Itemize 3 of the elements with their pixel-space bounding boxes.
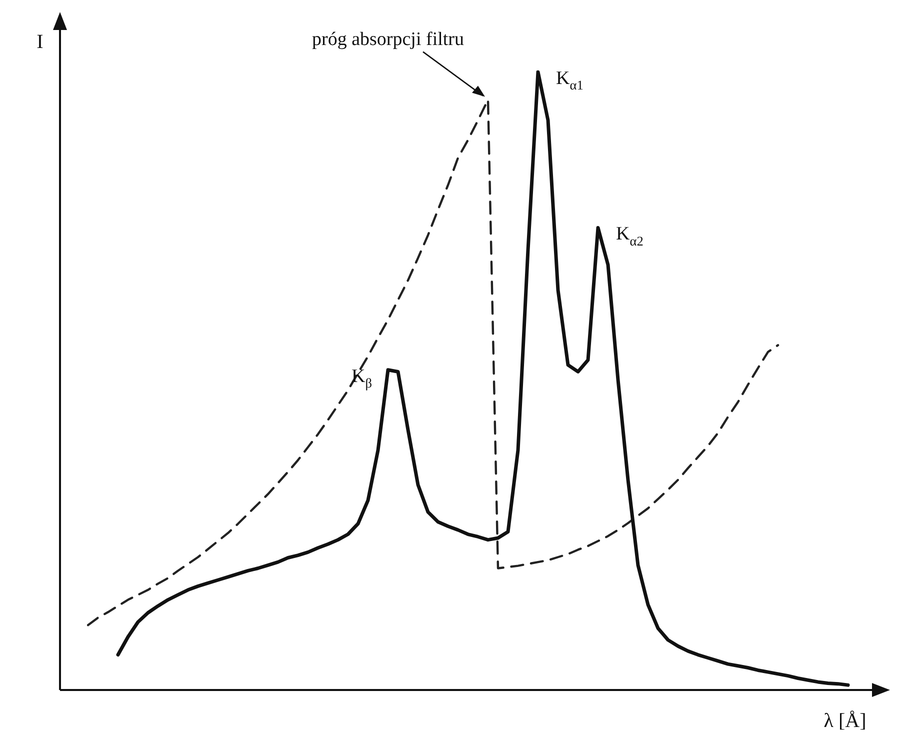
y-axis-title: I	[36, 31, 44, 53]
x-axis-title: λ [Å]	[824, 710, 866, 732]
text: próg absorpcji filtru	[312, 28, 464, 50]
